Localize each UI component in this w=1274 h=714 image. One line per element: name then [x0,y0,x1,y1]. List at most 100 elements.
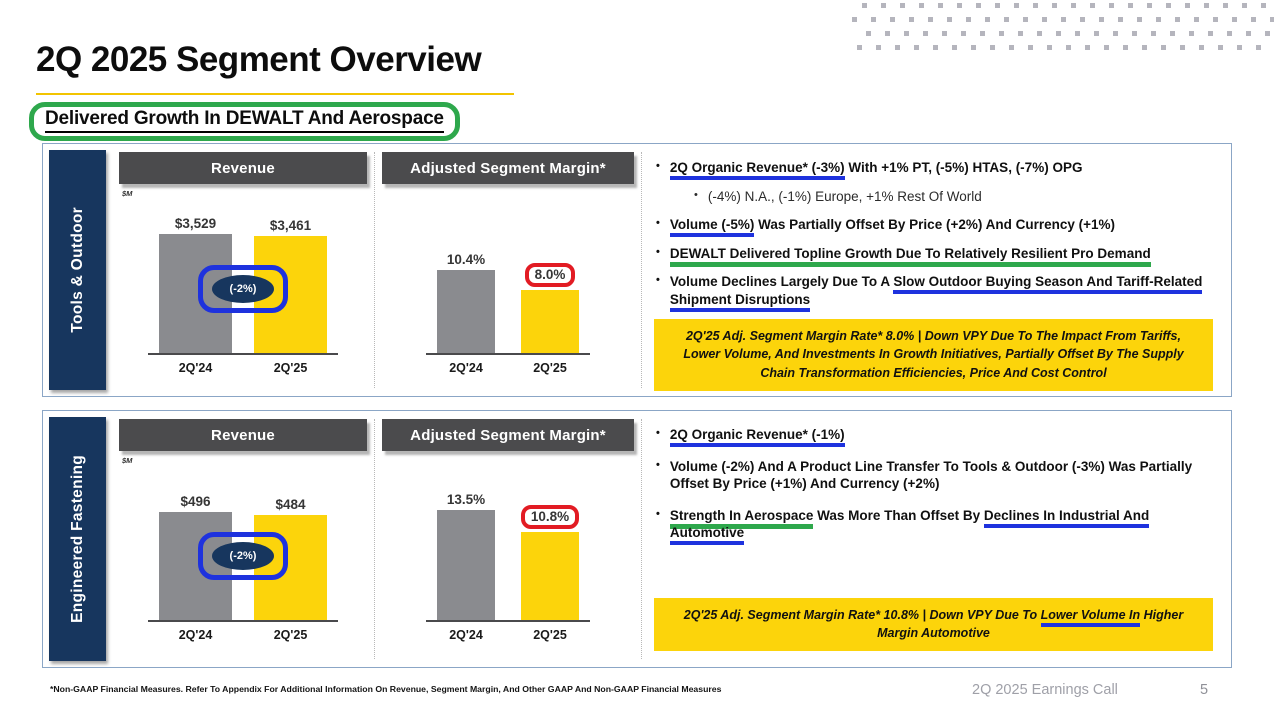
bar [437,509,495,620]
bullet-item: • Volume (-2%) And A Product Line Transfe… [654,458,1213,493]
change-badge: (-2%) [212,542,274,570]
panel-engineered-fastening: Engineered Fastening Revenue $M $496 $484… [42,410,1232,668]
bar [521,289,579,353]
bar-value-label: $3,461 [269,218,312,234]
bar-group: 8.0% [521,262,579,353]
bullet-text: Volume (-2%) And A Product Line Transfer… [669,458,1193,492]
bar-value-label: $496 [180,494,211,509]
bullet-marker: • [656,160,660,172]
change-badge: (-2%) [212,275,274,303]
page-number: 5 [1200,682,1209,698]
margin-chart-column: Adjusted Segment Margin* 13.5% 10.8% 2Q'24… [375,411,641,667]
category-label: 2Q'25 [533,361,567,375]
bullet-text: Volume (-5%) Was Partially Offset By Pri… [669,216,1115,238]
bar-value-label: $484 [275,496,306,512]
footer-deck-title: 2Q 2025 Earnings Call [972,682,1118,698]
bullet-marker: • [656,274,660,287]
revenue-chart-column: Revenue $M $496 $484 (-2%) 2Q'24 2Q'25 [112,411,374,667]
bullet-list: • 2Q Organic Revenue* (-3%) With +1% PT, … [654,159,1213,312]
bullet-text: 2Q Organic Revenue* (-3%) With +1% PT, (… [669,159,1082,180]
bullet-marker: • [656,507,660,520]
bullet-text: (-4%) N.A., (-1%) Europe, +1% Rest Of Wo… [707,188,982,204]
bar-group: $496 [159,494,232,620]
segment-label-bar: Engineered Fastening [49,417,106,661]
revenue-chart-column: Revenue $M $3,529 $3,461 (-2%) 2Q'24 2Q'25 [112,144,374,396]
bar-value-label: 13.5% [446,491,486,507]
chart-header: Adjusted Segment Margin* [382,152,634,184]
bar-group: 10.8% [520,504,580,620]
bullet-marker: • [656,245,660,258]
commentary-column: • 2Q Organic Revenue* (-3%) With +1% PT, … [642,144,1231,396]
revenue-bar-chart: $496 $484 (-2%) 2Q'24 2Q'25 [112,472,374,642]
bullet-item: • Volume (-5%) Was Partially Offset By Pr… [654,216,1213,238]
margin-chart-column: Adjusted Segment Margin* 10.4% 8.0% 2Q'24 2… [375,144,641,396]
red-annotation-box: 8.0% [524,262,576,287]
margin-bar-chart: 10.4% 8.0% 2Q'24 2Q'25 [375,205,641,375]
bar-group: 13.5% [437,491,495,620]
bar-value-label: 8.0% [524,262,576,287]
bullet-item: • Volume Declines Largely Due To A Slow O… [654,273,1213,312]
margin-callout-box: 2Q'25 Adj. Segment Margin Rate* 10.8% | … [654,597,1213,651]
unit-label: $M [122,456,133,465]
segment-label-bar: Tools & Outdoor [49,150,106,390]
category-label: 2Q'24 [449,628,483,642]
plot-area: 13.5% 10.8% [426,472,590,622]
category-label: 2Q'24 [449,361,483,375]
dotted-divider [374,419,375,659]
non-gaap-footnote: *Non-GAAP Financial Measures. Refer To A… [50,684,722,694]
bar-value-label: 10.8% [520,504,580,529]
bar [159,512,232,620]
bar-value-label: 10.4% [446,252,486,268]
chart-header: Adjusted Segment Margin* [382,419,634,451]
unit-label-spacer [385,456,641,468]
title-underline-rule [36,93,514,95]
bar-group: 10.4% [437,252,495,353]
bullet-item: • 2Q Organic Revenue* (-3%) With +1% PT, … [654,159,1213,180]
commentary-column: • 2Q Organic Revenue* (-1%) • Volume (-2%) … [642,411,1231,667]
margin-bar-chart: 13.5% 10.8% 2Q'24 2Q'25 [375,472,641,642]
blue-annotation-ring: (-2%) [198,265,288,313]
revenue-bar-chart: $3,529 $3,461 (-2%) 2Q'24 2Q'25 [112,205,374,375]
unit-label: $M [122,189,133,198]
bullet-item: • (-4%) N.A., (-1%) Europe, +1% Rest Of W… [692,188,1213,206]
bullet-item: • DEWALT Delivered Topline Growth Due To … [654,245,1213,267]
red-annotation-box: 10.8% [520,504,580,529]
bullet-list: • 2Q Organic Revenue* (-1%) • Volume (-2%) … [654,426,1213,546]
dotted-divider [374,152,375,388]
bullet-text: Volume Declines Largely Due To A Slow Ou… [669,273,1213,312]
green-annotation-ring: Delivered Growth In DEWALT And Aerospace [29,102,460,141]
panel-tools-outdoor: Tools & Outdoor Revenue $M $3,529 $3,461 (… [42,143,1232,397]
dotted-divider [641,419,642,659]
bullet-text: 2Q Organic Revenue* (-1%) [669,426,845,447]
category-label: 2Q'24 [178,361,213,375]
bullet-text: DEWALT Delivered Topline Growth Due To R… [669,245,1151,267]
bullet-text: Strength In Aerospace Was More Than Offs… [669,507,1213,546]
bar [521,531,579,620]
dot-row [866,31,1274,36]
category-axis: 2Q'24 2Q'25 [112,361,374,375]
category-axis: 2Q'24 2Q'25 [375,628,641,642]
plot-area: $3,529 $3,461 (-2%) [148,205,338,355]
bullet-item: • Strength In Aerospace Was More Than Off… [654,507,1213,546]
category-label: 2Q'25 [533,628,567,642]
category-axis: 2Q'24 2Q'25 [112,628,374,642]
bullet-marker: • [656,217,660,230]
plot-area: 10.4% 8.0% [426,205,590,355]
category-axis: 2Q'24 2Q'25 [375,361,641,375]
bullet-marker: • [694,188,698,201]
bar-value-label: $3,529 [174,215,217,231]
change-annotation: (-2%) [198,265,288,313]
change-annotation: (-2%) [198,532,288,580]
category-label: 2Q'25 [273,628,308,642]
bullet-marker: • [656,427,660,439]
category-label: 2Q'24 [178,628,213,642]
margin-callout-box: 2Q'25 Adj. Segment Margin Rate* 8.0% | D… [654,319,1213,391]
segment-name: Tools & Outdoor [68,207,86,333]
bullet-item: • 2Q Organic Revenue* (-1%) [654,426,1213,447]
slide-subtitle: Delivered Growth In DEWALT And Aerospace [45,108,444,133]
dotted-divider [641,152,642,388]
dot-pattern-decoration [850,3,1274,59]
bullet-marker: • [656,458,660,471]
category-label: 2Q'25 [273,361,308,375]
